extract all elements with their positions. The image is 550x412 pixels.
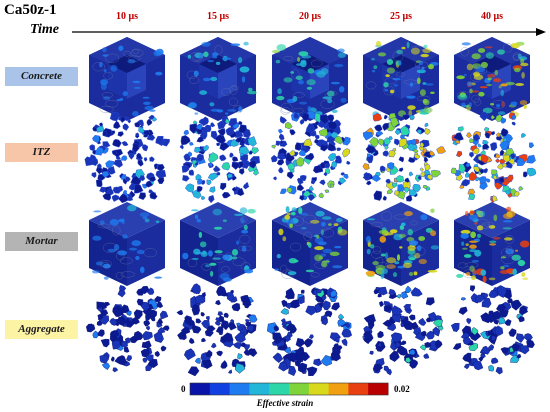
specimen-aggregate-1 xyxy=(176,283,258,376)
time-arrow-icon xyxy=(72,28,546,36)
colorbar-segment xyxy=(269,383,290,395)
specimen-concrete-1 xyxy=(180,37,257,121)
figure-title: Ca50z-1 xyxy=(4,2,57,18)
colorbar-segment xyxy=(308,383,330,395)
colorbar-max-label: 0.02 xyxy=(394,384,410,394)
row-label-itz: ITZ xyxy=(5,143,78,162)
specimen-concrete-4 xyxy=(454,37,530,121)
time-label-3: 25 μs xyxy=(389,11,413,22)
colorbar-segment xyxy=(229,383,250,395)
specimen-mortar-4 xyxy=(454,202,530,286)
specimen-aggregate-0 xyxy=(85,284,170,373)
colorbar-segment xyxy=(249,383,270,395)
time-axis-label: Time xyxy=(30,22,60,37)
time-label-0: 10 μs xyxy=(115,11,139,22)
colorbar-segment xyxy=(328,383,349,395)
specimen-itz-3 xyxy=(362,112,446,202)
colorbar-segment xyxy=(289,383,310,395)
specimen-itz-2 xyxy=(270,110,351,202)
colorbar-title: Effective strain xyxy=(256,398,314,408)
specimen-concrete-2 xyxy=(272,37,348,121)
specimen-mortar-2 xyxy=(272,202,348,286)
specimen-itz-0 xyxy=(84,111,170,203)
specimen-itz-1 xyxy=(179,116,261,203)
specimen-mortar-0 xyxy=(89,202,165,286)
time-label-4: 40 μs xyxy=(480,11,504,22)
colorbar-min-label: 0 xyxy=(181,384,186,394)
specimen-concrete-3 xyxy=(363,37,439,121)
specimen-aggregate-3 xyxy=(362,285,444,376)
colorbar-segment xyxy=(348,383,369,395)
row-label-concrete: Concrete xyxy=(5,67,78,86)
specimen-concrete-0 xyxy=(89,37,165,121)
colorbar-segment xyxy=(209,383,231,395)
specimen-aggregate-4 xyxy=(450,285,535,375)
row-label-aggregate: Aggregate xyxy=(5,320,78,339)
time-label-2: 20 μs xyxy=(298,11,322,22)
specimen-mortar-3 xyxy=(363,202,440,286)
row-label-mortar: Mortar xyxy=(5,232,78,251)
colorbar-segment xyxy=(190,383,211,395)
specimen-itz-4 xyxy=(451,111,537,203)
specimen-mortar-1 xyxy=(180,202,256,286)
time-label-1: 15 μs xyxy=(206,11,230,22)
colorbar-segment xyxy=(368,383,389,395)
specimen-aggregate-2 xyxy=(266,287,353,376)
